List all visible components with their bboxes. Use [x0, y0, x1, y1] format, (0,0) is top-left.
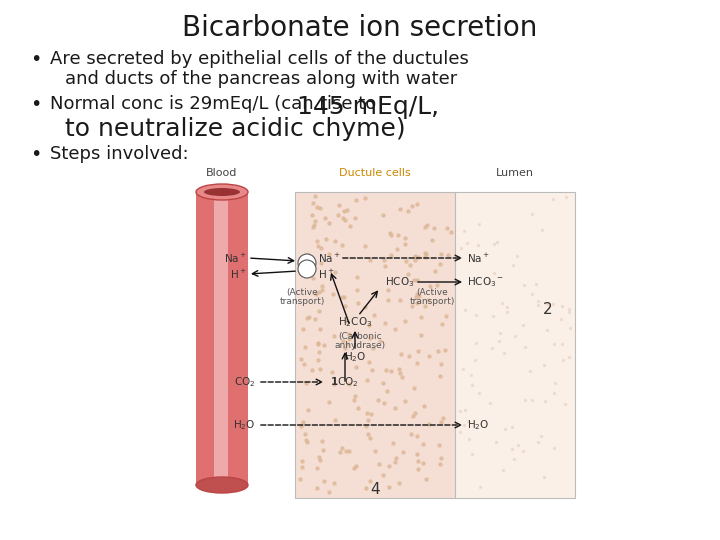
Circle shape	[298, 260, 316, 278]
Text: transport): transport)	[279, 298, 325, 307]
Bar	[214, 194, 228, 483]
Bar	[196, 192, 248, 485]
Text: (Carbonic: (Carbonic	[338, 332, 382, 341]
Text: H$^+$: H$^+$	[230, 267, 247, 281]
Text: Lumen: Lumen	[496, 168, 534, 178]
Text: Blood: Blood	[207, 168, 238, 178]
Text: Na$^+$: Na$^+$	[224, 252, 247, 265]
Text: Are secreted by epithelial cells of the ductules: Are secreted by epithelial cells of the …	[50, 50, 469, 68]
Text: Steps involved:: Steps involved:	[50, 145, 189, 163]
Circle shape	[298, 254, 316, 272]
Text: Normal conc is 29mEq/L (can rise to: Normal conc is 29mEq/L (can rise to	[50, 95, 382, 113]
Ellipse shape	[196, 184, 248, 200]
Text: Bicarbonate ion secretion: Bicarbonate ion secretion	[182, 14, 538, 42]
Text: to neutralize acidic chyme): to neutralize acidic chyme)	[65, 117, 405, 141]
Bar	[295, 192, 455, 498]
Ellipse shape	[196, 477, 248, 493]
Text: 2: 2	[543, 302, 553, 318]
Text: •: •	[30, 50, 41, 69]
Text: Ductule cells: Ductule cells	[339, 168, 411, 178]
Text: H$_2$O: H$_2$O	[233, 418, 255, 432]
Text: (Active: (Active	[286, 287, 318, 296]
Text: $\mathbf{1}$CO$_2$: $\mathbf{1}$CO$_2$	[330, 375, 359, 389]
Text: (Active: (Active	[416, 287, 448, 296]
Text: •: •	[30, 145, 41, 164]
Text: H$_2$O: H$_2$O	[467, 418, 490, 432]
Text: H$_2$O: H$_2$O	[343, 350, 366, 364]
Text: HCO$_3$$^-$: HCO$_3$$^-$	[467, 275, 504, 289]
Text: and ducts of the pancreas along with water: and ducts of the pancreas along with wat…	[65, 70, 457, 88]
Ellipse shape	[204, 188, 240, 196]
Text: H$_2$CO$_3$: H$_2$CO$_3$	[338, 315, 372, 329]
Text: Na$^+$: Na$^+$	[467, 252, 490, 265]
Text: Na$^+$: Na$^+$	[318, 252, 341, 265]
Text: 145 mEq/L,: 145 mEq/L,	[297, 95, 438, 119]
Text: H$^+$: H$^+$	[318, 267, 335, 281]
Bar	[455, 192, 575, 498]
Text: HCO$_3$: HCO$_3$	[385, 275, 415, 289]
Text: •: •	[30, 95, 41, 114]
Text: anhydrase): anhydrase)	[334, 341, 386, 350]
Text: CO$_2$: CO$_2$	[234, 375, 255, 389]
Text: 4: 4	[370, 483, 380, 497]
Text: transport): transport)	[409, 298, 455, 307]
